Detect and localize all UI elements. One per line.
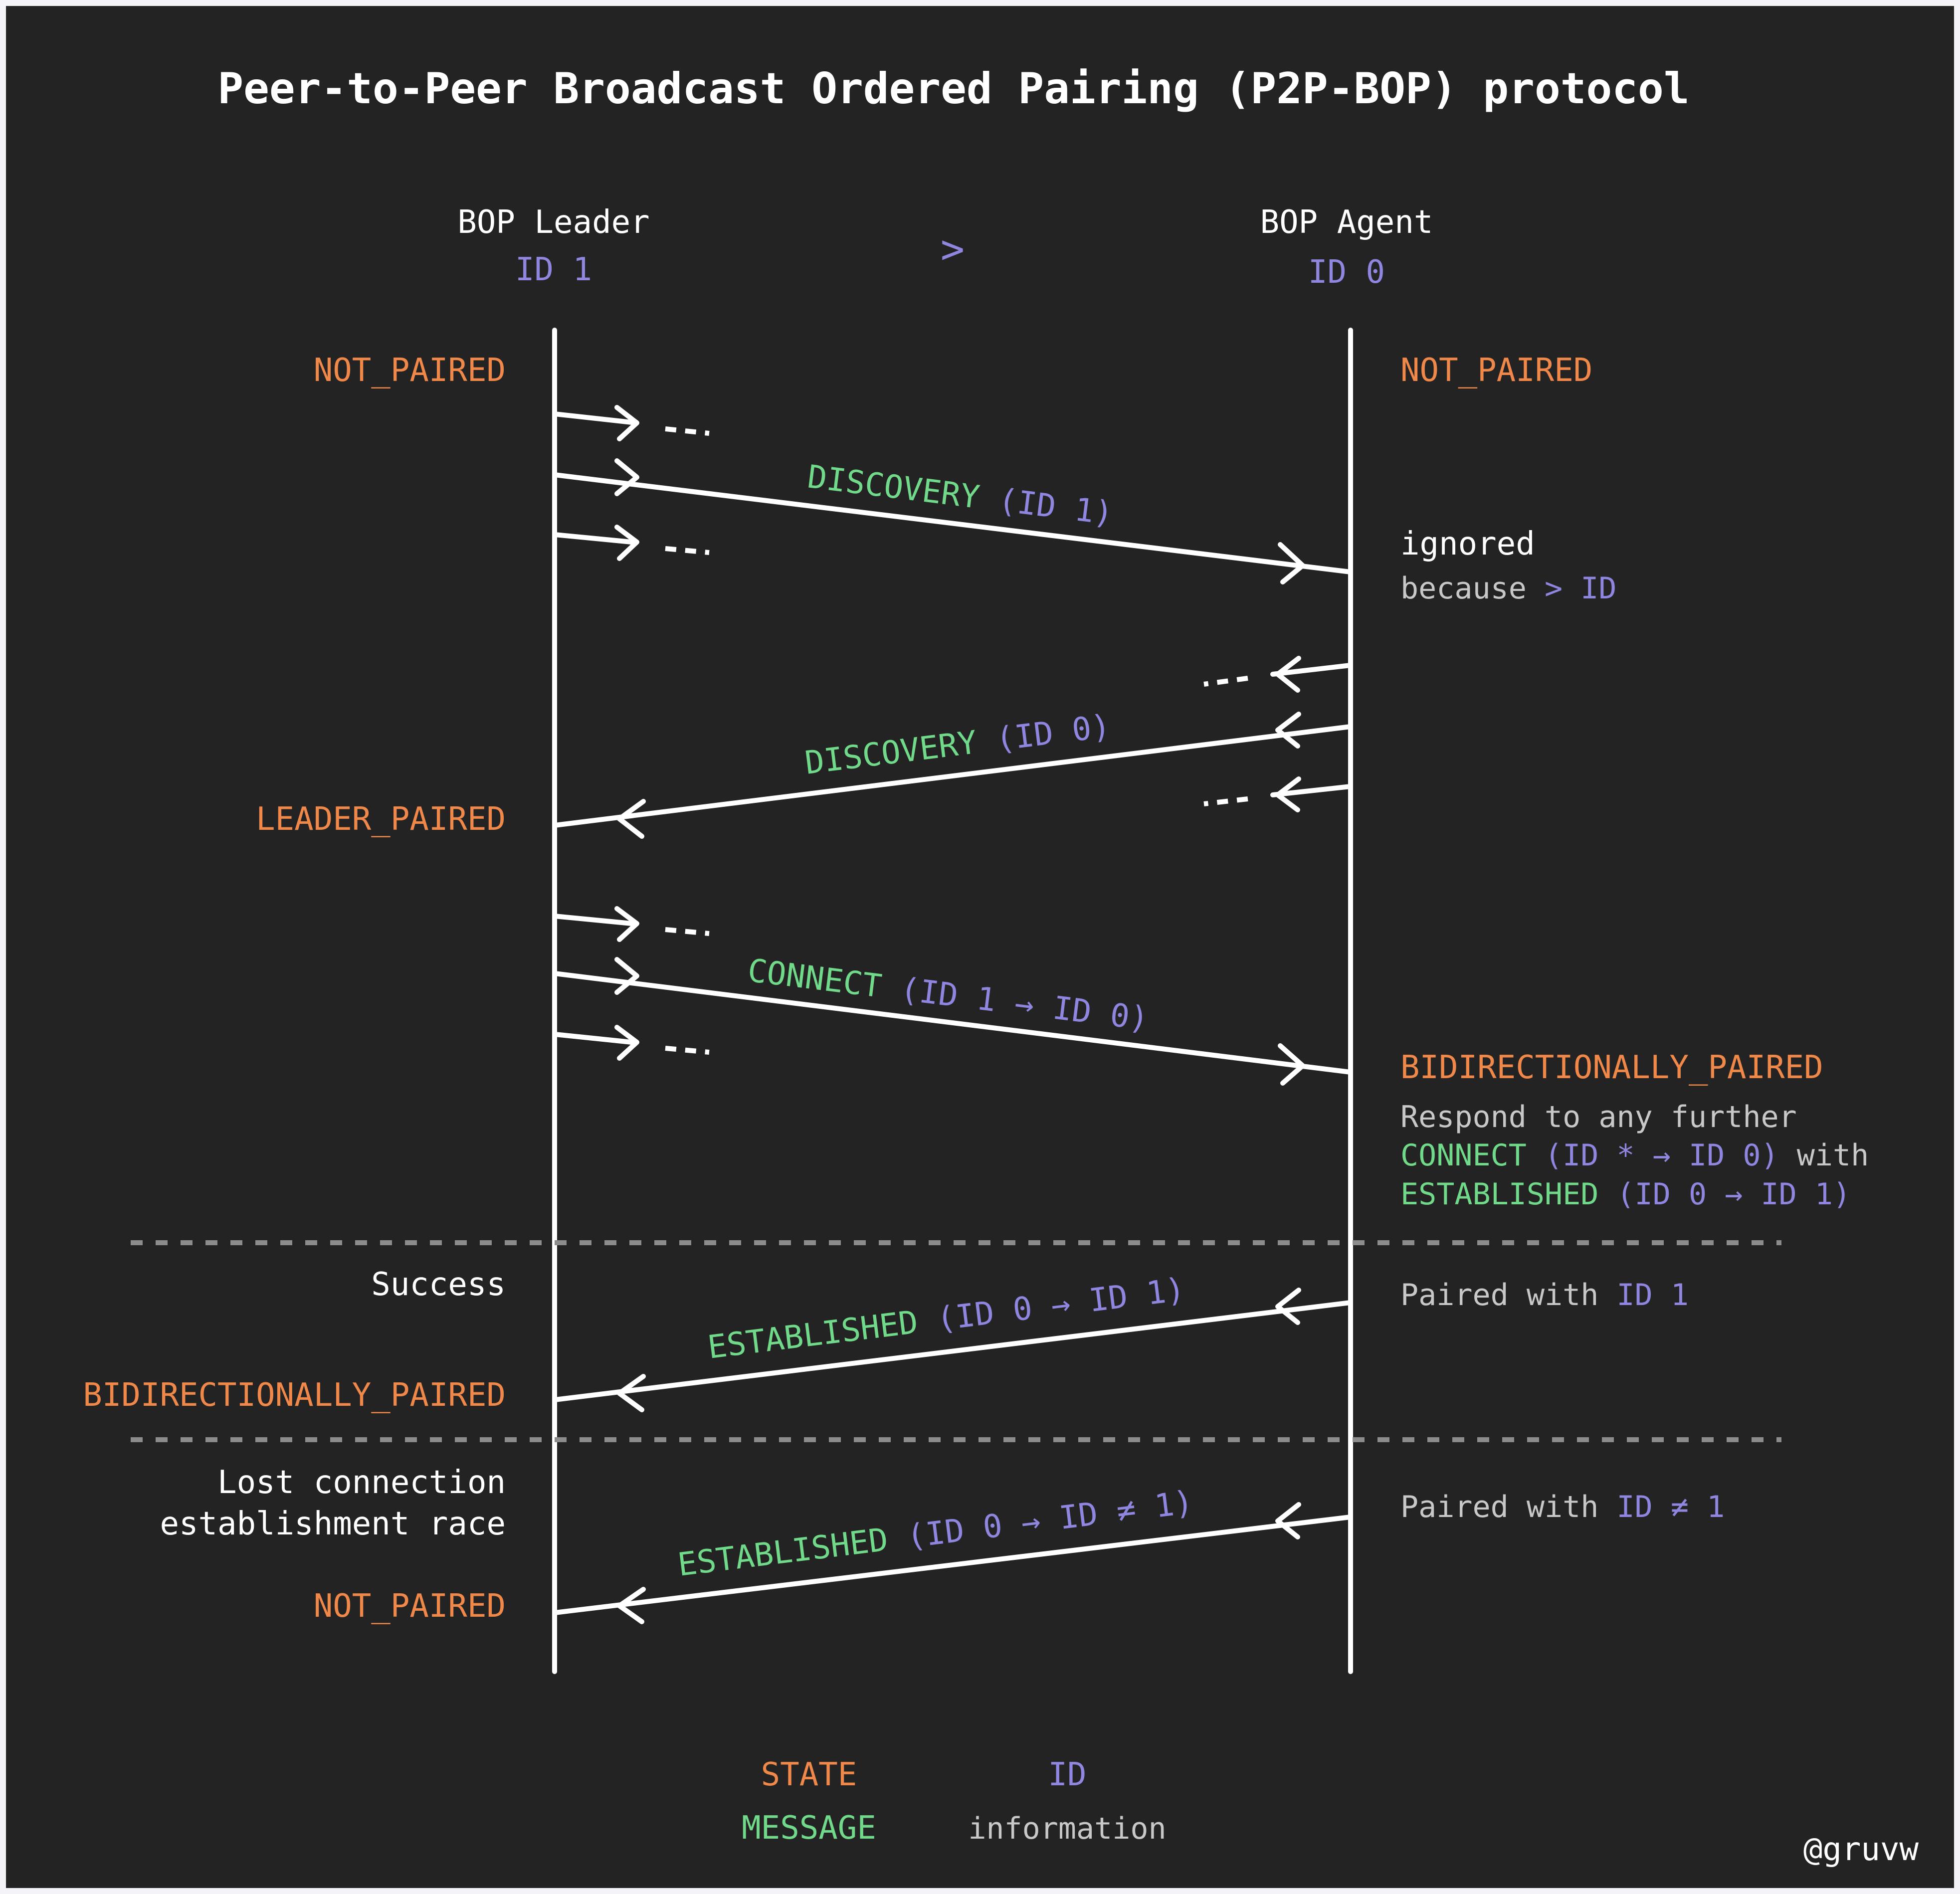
message-arrow-discovery-id0 [552, 712, 1353, 839]
note-lost-connection: Lost connection [217, 1464, 506, 1501]
note-respond-line1: Respond to any further [1400, 1100, 1797, 1135]
message-arrow-established-lost [552, 1502, 1353, 1624]
agent-name: BOP Agent [1260, 204, 1433, 241]
broadcast-stub-arrow [552, 405, 710, 441]
broadcast-stub-arrow [552, 525, 710, 561]
leader-state-bidirectionally-paired: BIDIRECTIONALLY_PAIRED [83, 1377, 506, 1414]
diagram-canvas: Peer-to-Peer Broadcast Ordered Pairing (… [6, 6, 1954, 1888]
broadcast-stub-arrow [552, 906, 710, 942]
message-label-connect: CONNECT (ID 1 → ID 0) [746, 952, 1151, 1038]
legend-id: ID [1048, 1756, 1086, 1793]
sequence-diagram: Peer-to-Peer Broadcast Ordered Pairing (… [83, 64, 1919, 1868]
agent-id: ID 0 [1308, 254, 1385, 291]
message-label-discovery-id0: DISCOVERY (ID 0) [803, 708, 1113, 782]
note-respond-line2: CONNECT (ID * → ID 0) with [1400, 1138, 1869, 1173]
author-credit: @gruvw [1803, 1831, 1919, 1868]
message-label-discovery-id1: DISCOVERY (ID 1) [805, 458, 1115, 533]
agent-state-not-paired: NOT_PAIRED [1400, 352, 1592, 389]
leader-state-leader-paired: LEADER_PAIRED [256, 801, 506, 838]
leader-state-not-paired-final: NOT_PAIRED [314, 1588, 506, 1625]
note-paired-with-id1: Paired with ID 1 [1400, 1278, 1689, 1313]
broadcast-stub-arrow [1203, 656, 1353, 693]
leader-id: ID 1 [515, 251, 592, 288]
note-because: because > ID [1400, 571, 1617, 606]
note-establishment-race: establishment race [160, 1506, 506, 1542]
legend-information: information [968, 1811, 1166, 1846]
note-success: Success [371, 1266, 506, 1303]
comparison-sign: > [941, 226, 965, 272]
note-respond-line3: ESTABLISHED (ID 0 → ID 1) [1400, 1177, 1851, 1212]
diagram-title: Peer-to-Peer Broadcast Ordered Pairing (… [217, 64, 1689, 114]
note-paired-with-not-id1: Paired with ID ≠ 1 [1400, 1490, 1725, 1524]
broadcast-stub-arrow [1203, 776, 1353, 812]
message-arrow-discovery-id1 [552, 458, 1353, 584]
legend-message: MESSAGE [742, 1810, 876, 1847]
legend-state: STATE [761, 1756, 857, 1793]
note-ignored: ignored [1400, 526, 1535, 563]
message-arrow-connect [552, 957, 1353, 1086]
leader-state-not-paired: NOT_PAIRED [314, 352, 506, 389]
message-arrow-established-success [552, 1288, 1353, 1412]
broadcast-stub-arrow [552, 1025, 710, 1061]
leader-name: BOP Leader [457, 204, 649, 241]
agent-state-bidirectionally-paired: BIDIRECTIONALLY_PAIRED [1400, 1049, 1823, 1086]
